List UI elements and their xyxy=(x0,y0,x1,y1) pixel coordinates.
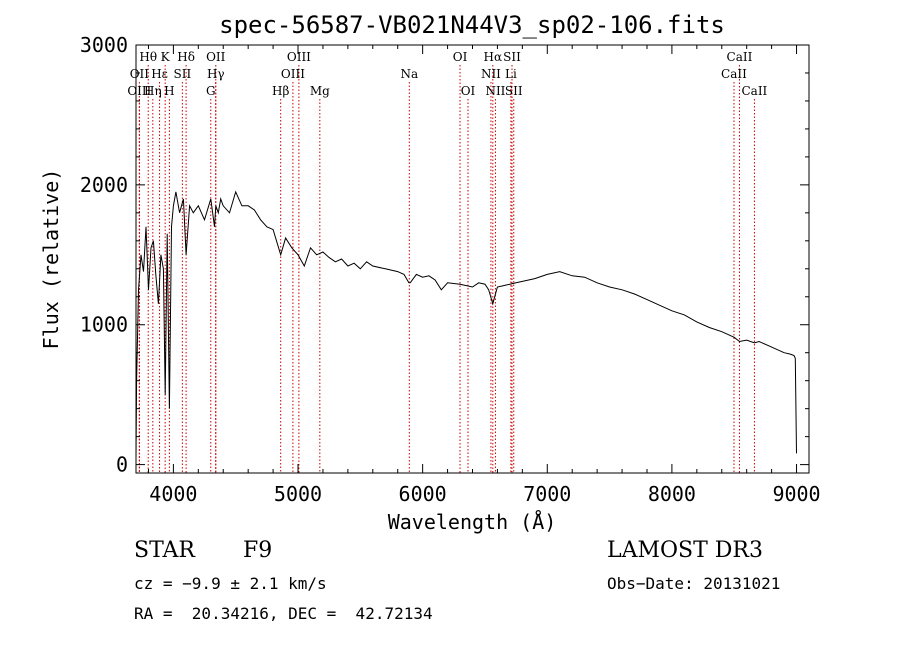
redshift-cz: cz = −9.9 ± 2.1 km/s xyxy=(134,574,327,593)
marker-label-6: H xyxy=(164,84,174,98)
plot-frame xyxy=(135,44,810,474)
y-tick-label-0: 0 xyxy=(116,453,128,477)
marker-label-17: OI xyxy=(453,50,468,64)
x-tick-label-0: 4000 xyxy=(149,482,197,506)
x-tick-label-3: 7000 xyxy=(523,482,571,506)
x-axis-label: Wavelength (Å) xyxy=(388,510,557,534)
marker-label-18: OI xyxy=(461,84,476,98)
marker-label-25: CaII xyxy=(727,50,753,64)
marker-label-22: SII xyxy=(503,50,521,64)
x-axis-ticks: 4000 5000 6000 7000 8000 9000 xyxy=(147,45,821,506)
marker-label-0: Hθ xyxy=(139,50,157,64)
y-axis-ticks: 0 1000 2000 3000 xyxy=(80,33,809,477)
marker-label-5: K xyxy=(161,50,171,64)
chart-title: spec-56587-VB021N44V3_sp02-106.fits xyxy=(219,11,725,39)
y-tick-label-2: 2000 xyxy=(80,173,128,197)
object-class: STAR xyxy=(134,538,195,563)
marker-label-23: Li xyxy=(505,67,517,81)
survey-name: LAMOST DR3 xyxy=(607,538,763,563)
marker-label-19: Hα xyxy=(484,50,503,64)
sky-coordinates: RA = 20.34216, DEC = 42.72134 xyxy=(134,604,433,623)
spectral-line-markers xyxy=(138,65,755,473)
marker-label-21: NII xyxy=(485,84,505,98)
marker-label-26: CaII xyxy=(721,67,747,81)
marker-label-1: OII xyxy=(130,67,150,81)
y-tick-label-3: 3000 xyxy=(80,33,128,57)
y-axis-label: Flux (relative) xyxy=(39,169,63,350)
observation-date: Obs−Date: 20131021 xyxy=(607,574,781,593)
spectral-subclass: F9 xyxy=(243,538,273,563)
marker-label-4: Hε xyxy=(151,67,168,81)
marker-label-15: Mg xyxy=(310,84,330,98)
marker-label-14: OIII xyxy=(281,67,305,81)
marker-label-16: Na xyxy=(400,67,418,81)
marker-label-8: Hδ xyxy=(177,50,195,64)
marker-label-10: Hγ xyxy=(207,67,225,81)
marker-label-11: G xyxy=(206,84,216,98)
marker-label-27: CaII xyxy=(741,84,767,98)
y-tick-label-1: 1000 xyxy=(80,313,128,337)
marker-label-13: OIII xyxy=(287,50,311,64)
x-tick-label-1: 5000 xyxy=(274,482,322,506)
marker-label-9: OII xyxy=(206,50,226,64)
marker-label-24: SII xyxy=(505,84,523,98)
x-tick-label-5: 9000 xyxy=(772,482,820,506)
marker-label-3: Hη xyxy=(144,84,162,98)
marker-label-12: Hβ xyxy=(272,84,289,98)
spectrum-line xyxy=(135,190,797,458)
x-tick-label-2: 6000 xyxy=(399,482,447,506)
marker-label-7: SII xyxy=(174,67,192,81)
x-tick-label-4: 8000 xyxy=(648,482,696,506)
marker-label-20: NII xyxy=(481,67,501,81)
marker-label-2: OIII xyxy=(127,84,151,98)
